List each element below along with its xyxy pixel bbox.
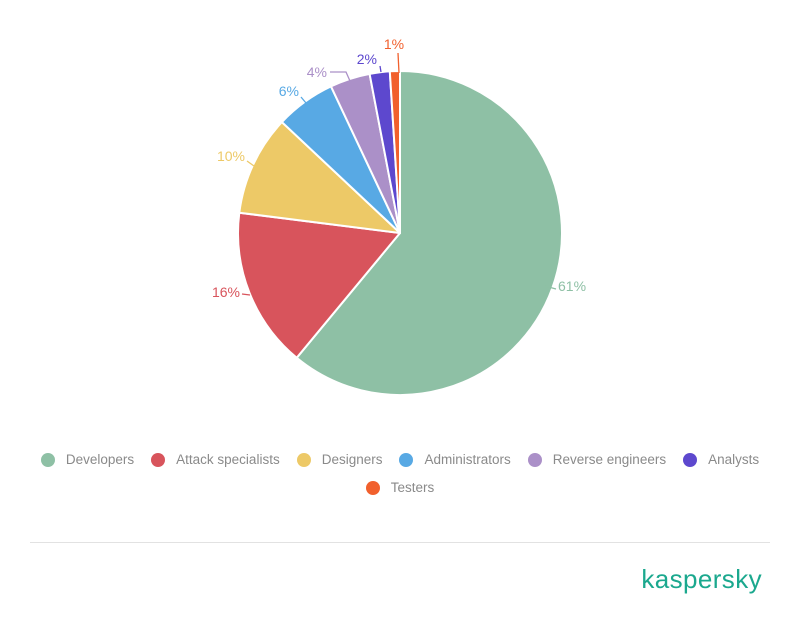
legend-item-developers[interactable]: Developers — [40, 452, 135, 467]
legend-item-testers[interactable]: Testers — [365, 480, 435, 495]
pie-value-label-designers: 10% — [217, 148, 245, 164]
legend-swatch-analysts — [683, 452, 698, 467]
legend-label-developers: Developers — [65, 452, 135, 467]
legend-row-2: Testers — [365, 480, 435, 495]
pie-label-leader-testers — [397, 52, 400, 74]
pie-label-leader-administrators — [300, 96, 307, 104]
legend-swatch-developers — [40, 452, 55, 467]
pie-value-label-reverse-engineers: 4% — [307, 64, 327, 80]
pie-slice-testers[interactable] — [388, 69, 401, 234]
legend-swatch-administrators — [399, 452, 414, 467]
legend-item-reverse-engineers[interactable]: Reverse engineers — [527, 452, 667, 467]
legend-label-testers: Testers — [390, 480, 435, 495]
legend-row-1: Developers Attack specialists Designers Adm… — [40, 452, 759, 467]
pie-label-leader-designers — [246, 160, 255, 167]
legend-swatch-designers — [296, 452, 311, 467]
pie-value-label-analysts: 2% — [357, 51, 377, 67]
kaspersky-logo: kaspersky — [641, 564, 762, 594]
footer: kaspersky — [0, 566, 800, 592]
legend-label-designers: Designers — [321, 452, 383, 467]
legend-swatch-reverse-engineers — [527, 452, 542, 467]
legend-label-attack-specialists: Attack specialists — [176, 452, 280, 467]
legend-item-attack-specialists[interactable]: Attack specialists — [151, 452, 280, 467]
pie-label-leader-developers — [544, 285, 557, 290]
pie-label-leader-analysts — [379, 65, 382, 73]
legend-item-administrators[interactable]: Administrators — [399, 452, 511, 467]
legend-item-designers[interactable]: Designers — [296, 452, 383, 467]
pie-value-label-attack-specialists: 16% — [212, 284, 240, 300]
legend-item-analysts[interactable]: Analysts — [683, 452, 759, 467]
chart-legend: Developers Attack specialists Designers Adm… — [0, 452, 800, 495]
pie-chart: 61% 16% 10% 6% 4% 2% 1% — [212, 36, 586, 396]
footer-divider — [30, 542, 770, 543]
pie-value-label-administrators: 6% — [279, 83, 299, 99]
pie-chart-area: 61% 16% 10% 6% 4% 2% 1% — [212, 36, 586, 396]
legend-label-administrators: Administrators — [424, 452, 511, 467]
legend-swatch-testers — [365, 480, 380, 495]
pie-value-label-testers: 1% — [384, 36, 404, 52]
legend-label-analysts: Analysts — [708, 452, 760, 467]
legend-swatch-attack-specialists — [151, 452, 166, 467]
pie-slice-designers[interactable] — [238, 121, 401, 234]
pie-slice-attack-specialists[interactable] — [237, 211, 401, 359]
pie-label-leader-reverse-engineers — [330, 71, 351, 82]
pie-value-label-developers: 61% — [558, 278, 586, 294]
pie-label-leader-attack-specialists — [241, 293, 251, 296]
legend-label-reverse-engineers: Reverse engineers — [552, 452, 667, 467]
